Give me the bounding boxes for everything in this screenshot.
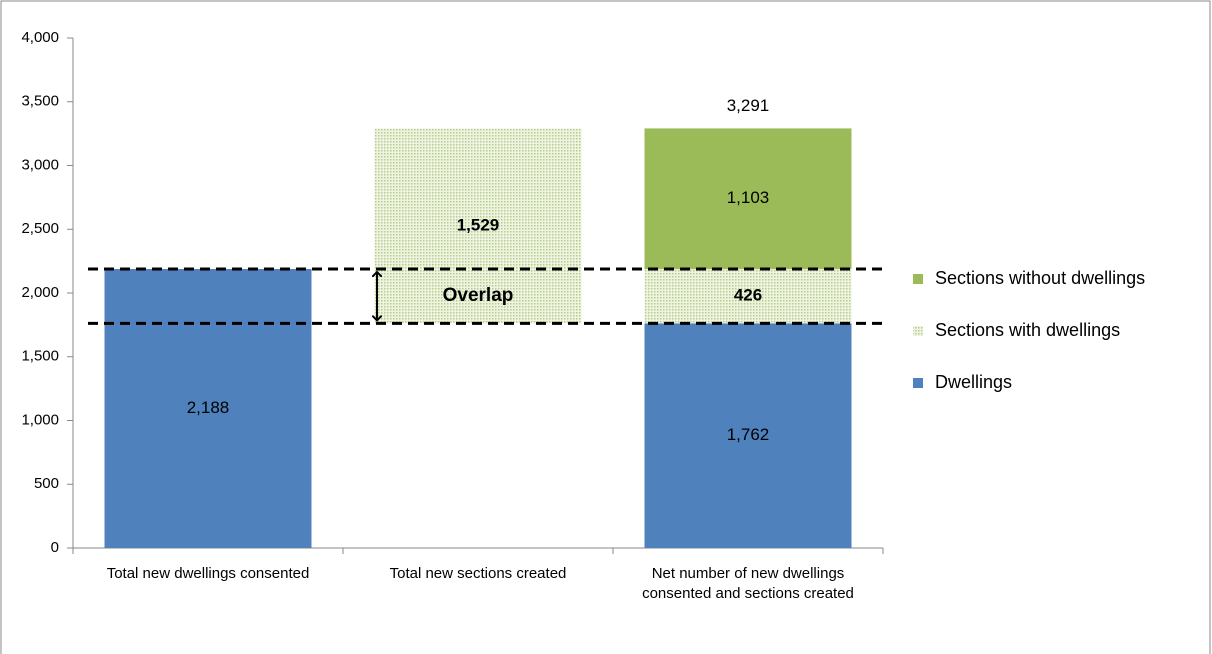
y-tick-label: 2,000 bbox=[21, 284, 59, 301]
y-tick-label: 0 bbox=[51, 539, 59, 556]
x-tick-label: Total new sections created bbox=[389, 565, 567, 582]
total-label: 3,291 bbox=[727, 96, 770, 115]
y-tick-label: 1,000 bbox=[21, 411, 59, 428]
y-tick-label: 4,000 bbox=[21, 29, 59, 46]
data-label: 1,529 bbox=[457, 215, 500, 234]
y-tick-label: 3,500 bbox=[21, 93, 59, 110]
data-label: 426 bbox=[734, 286, 762, 305]
data-label: 2,188 bbox=[187, 398, 230, 417]
data-label: 1,103 bbox=[727, 188, 770, 207]
bar bbox=[644, 128, 852, 270]
x-tick-label: Total new dwellings consented bbox=[106, 565, 310, 582]
legend-swatch bbox=[913, 378, 923, 388]
data-label: 1,762 bbox=[727, 425, 770, 444]
y-tick-label: 500 bbox=[34, 475, 59, 492]
legend-label: Sections without dwellings bbox=[935, 268, 1145, 288]
bar bbox=[644, 323, 852, 548]
legend-label: Sections with dwellings bbox=[935, 320, 1120, 340]
y-tick-label: 3,000 bbox=[21, 156, 59, 173]
x-tick-label: Net number of new dwellings consented an… bbox=[642, 565, 854, 602]
bar bbox=[104, 269, 312, 548]
legend-label: Dwellings bbox=[935, 372, 1012, 392]
legend-swatch bbox=[913, 326, 923, 336]
y-tick-label: 2,500 bbox=[21, 220, 59, 237]
annotation: Overlap bbox=[443, 285, 514, 306]
bar bbox=[644, 269, 852, 324]
y-tick-label: 1,500 bbox=[21, 348, 59, 365]
bar bbox=[374, 128, 582, 324]
legend-swatch bbox=[913, 274, 923, 284]
